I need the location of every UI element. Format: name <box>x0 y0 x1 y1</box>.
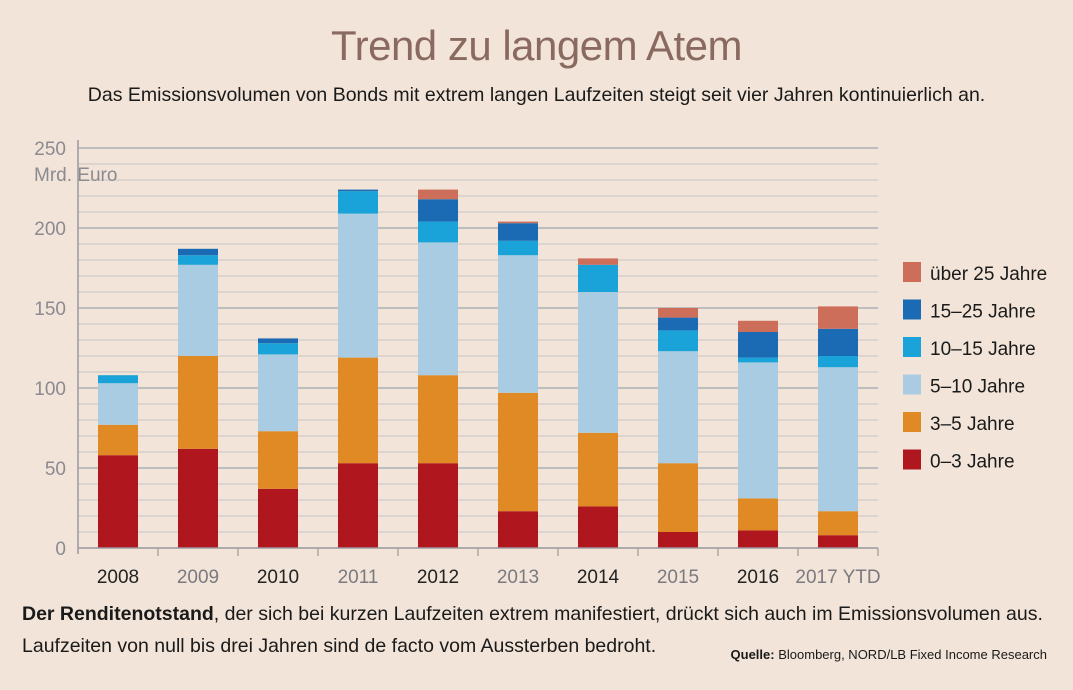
bar-segment <box>178 264 218 356</box>
bar-segment <box>818 306 858 329</box>
legend: über 25 Jahre 15–25 Jahre 10–15 Jahre 5–10 … <box>903 262 1047 473</box>
y-tick-label: 50 <box>45 459 66 480</box>
bar-segment <box>578 506 618 548</box>
legend-label: 0–3 Jahre <box>930 452 1015 473</box>
source-label: Quelle: <box>730 647 775 662</box>
y-tick-label: 150 <box>34 299 66 320</box>
bar-segment <box>498 511 538 548</box>
bar-segment <box>658 532 698 548</box>
bar-segment <box>178 448 218 548</box>
bar-segment <box>418 189 458 200</box>
bar-segment <box>738 362 778 499</box>
bar-segment <box>258 431 298 489</box>
bar-segment <box>738 498 778 531</box>
bar-segment <box>738 530 778 548</box>
bar-segment <box>818 328 858 356</box>
bar-segment <box>738 357 778 363</box>
bar-segment <box>178 356 218 449</box>
bar-segment <box>578 292 618 433</box>
bar-segment <box>818 511 858 536</box>
footer-line2: Laufzeiten von null bis drei Jahren sind… <box>22 635 657 657</box>
legend-swatch <box>903 374 921 395</box>
legend-label: über 25 Jahre <box>930 264 1047 285</box>
y-tick-label: 250 <box>34 139 66 160</box>
bar-segment <box>178 248 218 256</box>
bar-segment <box>818 356 858 368</box>
x-tick-label: 2014 <box>577 567 620 588</box>
bar-segment <box>498 221 538 224</box>
x-tick-label: 2017 YTD <box>795 567 880 588</box>
bar-segment <box>578 264 618 292</box>
source-note: Quelle: Bloomberg, NORD/LB Fixed Income … <box>731 647 1047 662</box>
footer-line1: , der sich bei kurzen Laufzeiten extrem … <box>213 603 1043 625</box>
bar-segment <box>258 354 298 432</box>
bar-segment <box>498 223 538 241</box>
bar-segment <box>98 455 138 548</box>
axes: 0 50 100 150 200 250 2008 2009 2010 2011 2012 2013 2… <box>34 139 880 588</box>
legend-label: 10–15 Jahre <box>930 339 1036 360</box>
legend-swatch <box>903 449 921 470</box>
x-tick-label: 2016 <box>737 567 779 588</box>
bar-segment <box>338 213 378 358</box>
bar-segment <box>338 191 378 214</box>
bar-segment <box>658 463 698 532</box>
bar-segment <box>178 255 218 265</box>
bar-segment <box>818 367 858 512</box>
bars <box>98 189 858 548</box>
bar-segment <box>98 375 138 384</box>
legend-swatch <box>903 299 921 320</box>
chart-title: Trend zu langem Atem <box>331 22 742 69</box>
bar-segment <box>498 392 538 512</box>
x-tick-label: 2013 <box>497 567 539 588</box>
bar-segment <box>258 488 298 548</box>
legend-label: 15–25 Jahre <box>930 302 1036 323</box>
x-tick-label: 2009 <box>177 567 219 588</box>
x-tick-label: 2012 <box>417 567 459 588</box>
legend-label: 5–10 Jahre <box>930 377 1025 398</box>
bar-segment <box>658 317 698 331</box>
y-tick-label: 0 <box>55 539 66 560</box>
bar-segment <box>578 258 618 265</box>
legend-swatch <box>903 262 921 282</box>
chart-subtitle: Das Emissionsvolumen von Bonds mit extre… <box>87 84 986 106</box>
bar-segment <box>738 332 778 358</box>
bar-segment <box>338 463 378 548</box>
y-tick-label: 200 <box>34 219 66 240</box>
stacked-bar-chart: 0 50 100 150 200 250 2008 2009 2010 2011 2012 2013 2… <box>34 139 1047 588</box>
y-axis-label: Mrd. Euro <box>34 165 117 186</box>
x-tick-label: 2015 <box>657 567 699 588</box>
y-tick-label: 100 <box>34 379 66 400</box>
bar-segment <box>338 357 378 464</box>
legend-swatch <box>903 337 921 357</box>
x-tick-label: 2010 <box>257 567 299 588</box>
bar-segment <box>658 351 698 464</box>
bar-segment <box>658 308 698 318</box>
footer-bold: Der Renditenotstand <box>22 603 214 625</box>
source-text: Bloomberg, NORD/LB Fixed Income Research <box>778 647 1047 662</box>
bar-segment <box>418 199 458 222</box>
bar-segment <box>418 463 458 548</box>
bar-segment <box>738 320 778 332</box>
bar-segment <box>98 424 138 456</box>
bar-segment <box>258 338 298 344</box>
bar-segment <box>418 375 458 464</box>
bar-segment <box>338 189 378 192</box>
x-tick-label: 2008 <box>97 567 139 588</box>
legend-label: 3–5 Jahre <box>930 414 1015 435</box>
bar-segment <box>98 383 138 425</box>
x-tick-label: 2011 <box>338 567 379 588</box>
bar-segment <box>498 240 538 256</box>
footer-text: Der Renditenotstand, der sich bei kurzen… <box>22 598 1062 662</box>
legend-swatch <box>903 412 921 432</box>
bar-segment <box>258 343 298 355</box>
bar-segment <box>418 221 458 243</box>
bar-segment <box>818 535 858 548</box>
bar-segment <box>578 432 618 507</box>
bar-segment <box>498 255 538 393</box>
bar-segment <box>418 242 458 376</box>
bar-segment <box>658 330 698 352</box>
